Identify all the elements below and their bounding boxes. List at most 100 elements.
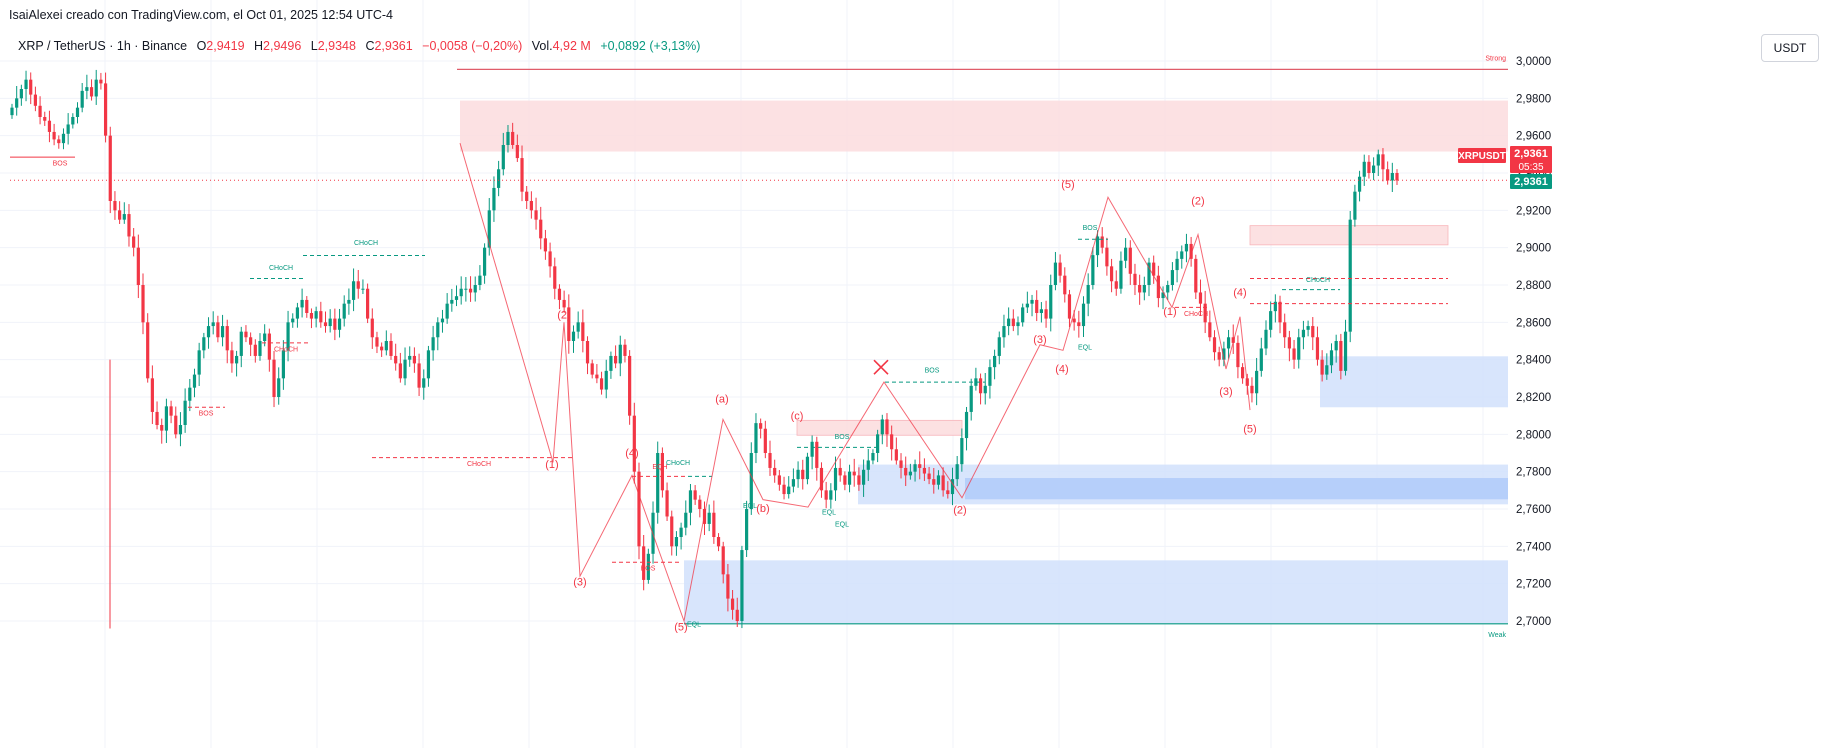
structure-label: EQL — [835, 522, 849, 529]
candle-up — [805, 456, 810, 480]
candle-up — [871, 453, 875, 461]
candle-up — [1095, 236, 1100, 256]
candle-down — [599, 378, 604, 390]
candle-up — [1376, 154, 1380, 166]
candle-down — [113, 201, 117, 211]
candle-down — [468, 288, 473, 293]
candle-up — [749, 453, 753, 509]
candle-up — [983, 385, 987, 394]
candle-down — [932, 479, 936, 485]
candle-up — [1002, 326, 1006, 338]
candle-down — [777, 475, 781, 485]
wave-label: (c) — [791, 410, 804, 422]
candle-down — [698, 499, 702, 509]
candle-down — [323, 322, 328, 327]
candle-down — [57, 139, 61, 144]
candle-down — [1067, 294, 1072, 319]
candle-down — [1212, 337, 1217, 353]
candle-up — [969, 385, 973, 412]
candle-up — [220, 326, 225, 338]
candle-down — [216, 322, 220, 338]
candle-down — [1320, 359, 1324, 375]
candle-down — [557, 288, 562, 300]
price-axis-tick: 2,7800 — [1516, 467, 1551, 479]
candle-up — [707, 512, 711, 524]
candle-down — [585, 341, 590, 364]
candle-down — [99, 79, 103, 84]
candle-up — [618, 344, 622, 364]
candle-down — [712, 512, 716, 537]
weak-label: Weak — [1488, 632, 1506, 639]
candle-up — [829, 490, 833, 500]
candle-down — [885, 419, 889, 435]
candle-down — [1058, 262, 1062, 276]
candle-up — [1362, 161, 1366, 177]
candle-up — [1086, 285, 1090, 304]
candle-down — [1278, 301, 1282, 323]
wave-label: (4) — [625, 448, 638, 460]
candle-up — [1049, 285, 1053, 319]
candle-up — [178, 425, 183, 435]
legend-volume-change: +0,0892 (+3,13%) — [600, 39, 701, 53]
candle-down — [562, 299, 566, 308]
price-axis-tick: 2,8000 — [1516, 429, 1551, 441]
candle-down — [1311, 326, 1315, 338]
wave-label: (3) — [1033, 334, 1046, 346]
structure-label: EQL — [1078, 344, 1092, 351]
currency-button[interactable]: USDT — [1761, 34, 1819, 62]
candle-up — [787, 486, 791, 495]
candle-down — [33, 94, 37, 106]
wave-label: (5) — [674, 621, 687, 633]
candle-up — [351, 281, 356, 300]
candle-up — [454, 296, 459, 300]
wave-label: (a) — [715, 394, 728, 406]
legend-open: 2,9419 — [206, 39, 245, 53]
legend-close-label: C — [365, 39, 375, 53]
price-axis-tick: 2,7600 — [1516, 504, 1551, 516]
structure-label: BOS — [199, 411, 214, 418]
candle-up — [674, 537, 679, 547]
candle-up — [1264, 329, 1268, 349]
candle-down — [132, 236, 136, 248]
structure-label: BOS — [1083, 225, 1098, 232]
candle-up — [974, 378, 978, 386]
candle-down — [665, 490, 669, 517]
candle-up — [833, 467, 838, 491]
candle-down — [108, 135, 112, 201]
candle-up — [300, 299, 304, 308]
candle-up — [1334, 341, 1338, 351]
candle-up — [745, 509, 749, 551]
candle-up — [473, 285, 477, 293]
candle-down — [89, 87, 94, 97]
candle-up — [422, 378, 426, 388]
candle-down — [1077, 322, 1081, 327]
candle-up — [197, 350, 201, 375]
candle-down — [1138, 285, 1142, 293]
candle-up — [71, 117, 75, 125]
candle-up — [684, 512, 688, 528]
candle-up — [492, 187, 496, 211]
candle-down — [305, 299, 309, 313]
candle-up — [295, 307, 300, 319]
candle-up — [24, 79, 28, 89]
candle-up — [464, 288, 468, 290]
candle-up — [408, 355, 412, 360]
candle-down — [539, 219, 543, 239]
candle-down — [824, 490, 828, 500]
candle-up — [688, 490, 693, 513]
legend-symbol[interactable]: XRP / TetherUS · 1h · Binance — [18, 39, 188, 53]
candle-down — [1395, 173, 1399, 181]
candle-up — [361, 288, 365, 290]
candle-up — [501, 145, 505, 170]
candle-up — [1329, 350, 1334, 366]
candle-up — [314, 311, 318, 319]
price-axis-tick: 2,7400 — [1516, 541, 1551, 553]
candle-down — [918, 464, 922, 468]
candle-up — [487, 210, 491, 248]
price-tag-bg — [1510, 146, 1552, 173]
candle-down — [118, 210, 122, 220]
price-axis-tick: 2,8600 — [1516, 317, 1551, 329]
candle-up — [740, 550, 744, 621]
price-axis-tick: 2,9200 — [1516, 205, 1551, 217]
